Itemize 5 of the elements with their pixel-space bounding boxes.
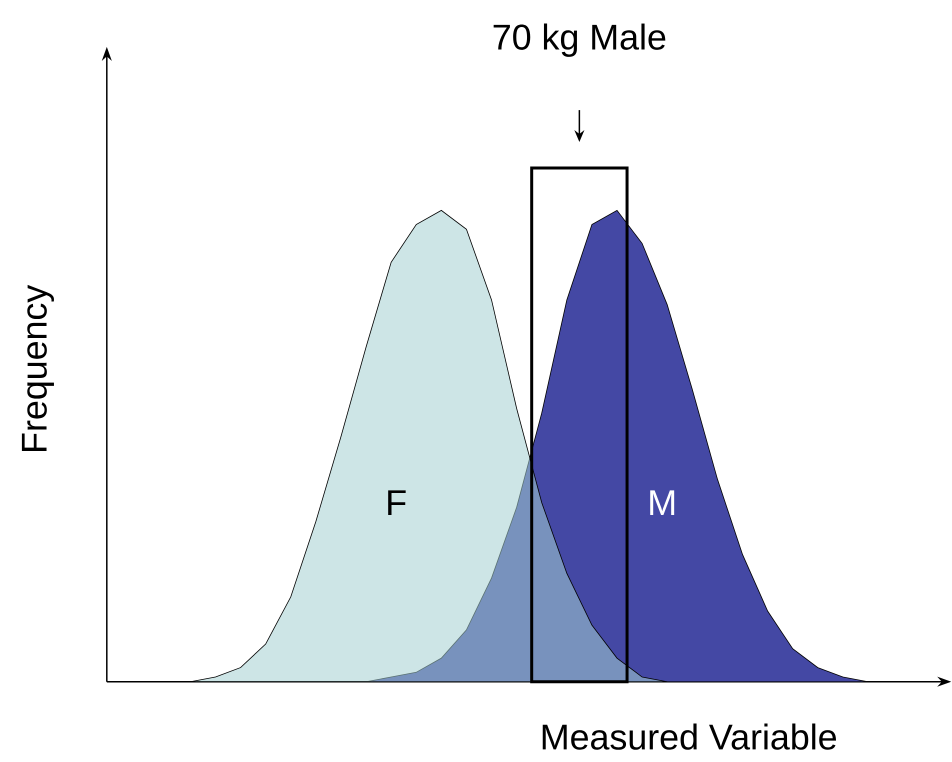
series-label: F (388, 490, 406, 516)
series-label: M (650, 490, 674, 516)
y-axis-title: Frequency (22, 284, 54, 452)
text: 70 kg Male (494, 24, 666, 58)
x-axis-title: Measured Variable (542, 724, 836, 750)
